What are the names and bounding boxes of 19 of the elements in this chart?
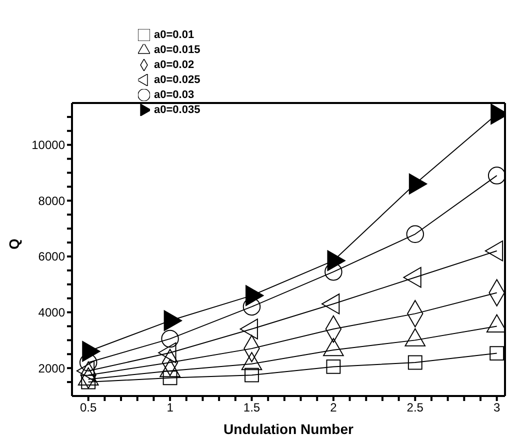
legend-label: a0=0.035 bbox=[154, 104, 200, 116]
x-tick-label: 2 bbox=[330, 400, 338, 415]
y-tick-label: 2000 bbox=[38, 361, 66, 376]
x-tick-label: 1 bbox=[166, 400, 174, 415]
y-tick-label: 8000 bbox=[38, 194, 66, 208]
x-tick-label: 3 bbox=[493, 400, 500, 415]
y-tick-label: 10000 bbox=[32, 138, 66, 152]
y-tick-label: 6000 bbox=[38, 250, 66, 264]
y-axis-title: Q bbox=[6, 238, 22, 250]
legend-label: a0=0.01 bbox=[154, 29, 194, 41]
x-tick-label: 2.5 bbox=[406, 400, 424, 415]
legend-label: a0=0.015 bbox=[154, 44, 200, 56]
y-tick-label: 4000 bbox=[38, 306, 66, 320]
x-axis-title: Undulation Number bbox=[224, 421, 354, 437]
legend-label: a0=0.02 bbox=[154, 59, 194, 71]
legend-label: a0=0.03 bbox=[154, 89, 194, 101]
legend-label: a0=0.025 bbox=[154, 74, 200, 86]
x-tick-label: 1.5 bbox=[243, 400, 260, 415]
x-tick-label: 0.5 bbox=[80, 400, 98, 415]
